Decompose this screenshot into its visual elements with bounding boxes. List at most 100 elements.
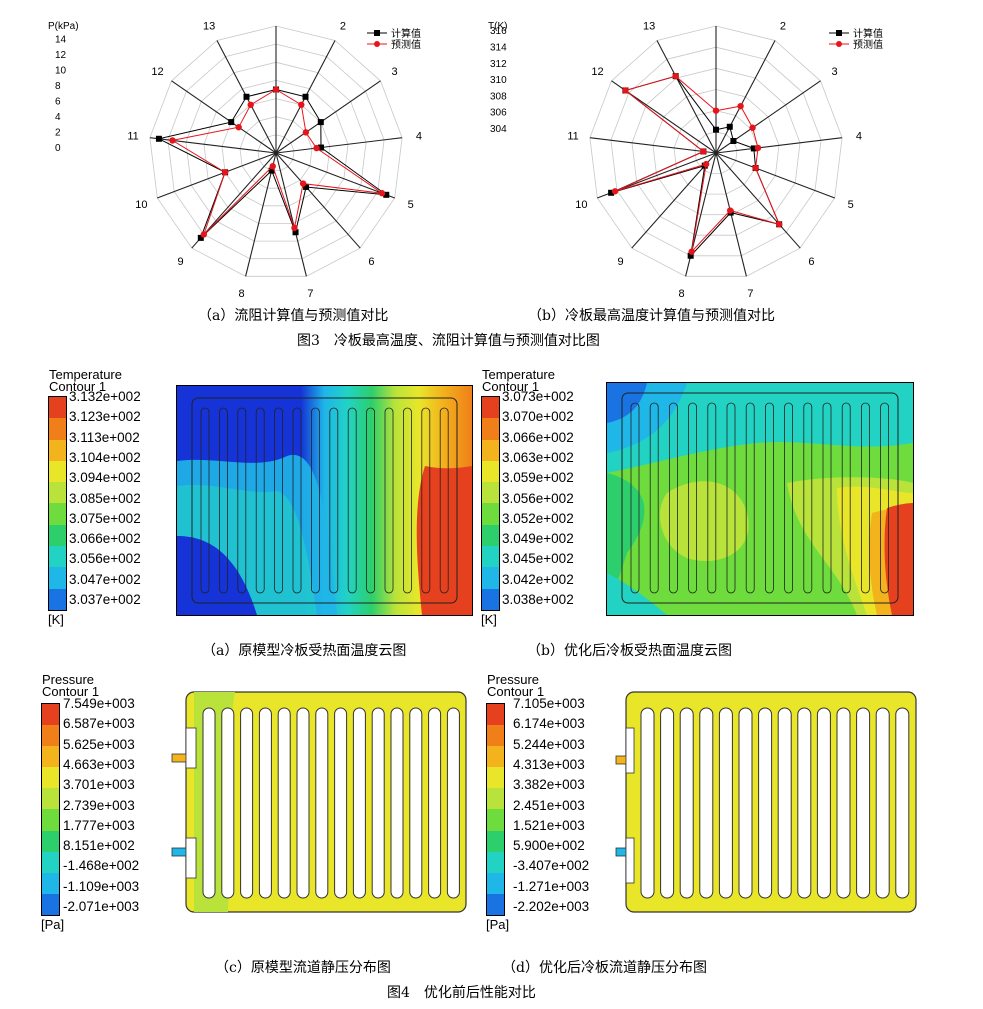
scale-band [482,439,499,461]
data-point-pred [313,144,320,152]
axis-label: 9 [177,256,183,268]
axis-label: 3 [831,66,837,78]
data-point-pred [700,148,707,155]
scale-tick-label: 1.521e+003 [513,817,585,833]
data-point-calc [303,183,310,190]
scale-band [42,893,59,915]
unit-label: [Pa] [41,917,65,932]
grid-ring [257,134,295,172]
channel-slot [219,407,228,594]
data-point-pred [754,144,762,152]
data-point-calc [318,144,325,151]
grid-ring [167,43,385,260]
scale-band [482,503,499,525]
scale-band [42,872,59,894]
data-point-pred [272,86,280,93]
radial-unit-label: T(K) [488,21,507,32]
channel-slot [822,402,832,594]
legend-marker [836,30,842,36]
channel-slot [880,402,890,594]
scale-tick-label: -2.071e+003 [63,899,140,914]
scale-band [482,567,499,589]
axis-spoke [631,152,717,249]
channel-slot [660,707,675,899]
data-point-pred [737,102,744,110]
temperature-contour-original [176,385,473,616]
channel-slot [310,407,320,594]
axis-spoke [275,137,403,154]
channel-slot [688,402,697,594]
axis-label: 1 [713,15,719,16]
axis-spoke [275,152,307,277]
axis-label: 12 [151,66,163,78]
axis-spoke [589,137,717,154]
scale-band [49,418,66,440]
channel-slot [409,707,423,899]
legend-title: Temperature [482,367,555,382]
scale-band [42,767,59,789]
channel-slot [329,407,339,594]
axis-spoke [157,152,277,199]
grid-ring [185,61,367,242]
unit-label: [K] [48,612,64,627]
data-point-calc [292,229,299,236]
scale-tick-label: 6.587e+003 [63,716,135,732]
data-point-pred [291,224,298,232]
axis-spoke [275,152,395,199]
axis-spoke [715,152,835,199]
channel-slot [384,407,394,594]
scale-band [482,418,499,440]
scale-tick-label: 3.056e+002 [69,551,141,567]
color-scale-bar [486,703,505,916]
scale-band [42,788,59,810]
scale-band [487,725,504,747]
radial-tick-label: 2 [55,128,61,139]
radial-tick-label: 314 [490,43,507,54]
scale-tick-label: 4.663e+003 [63,756,135,772]
channel-slot [315,707,329,899]
radial-tick-label: 306 [490,108,507,119]
legend-marker [374,30,380,36]
scale-tick-label: 2.739e+003 [63,797,135,813]
caption-fig4c: （c）原模型流道静压分布图 [215,960,391,976]
data-point-pred [235,124,242,131]
channel-slot [446,707,460,899]
channel-slot [856,707,871,899]
scale-band [49,439,66,461]
scale-band [482,588,499,610]
caption-fig3b: （b）冷板最高温度计算值与预测值对比 [528,308,775,324]
grid-ring [589,25,843,277]
scale-tick-label: 3.132e+002 [69,389,141,404]
radial-tick-label: 8 [55,81,61,92]
scale-tick-label: 3.070e+002 [502,409,574,425]
radial-tick-label: 6 [55,97,61,108]
channel-slot [649,402,659,594]
data-point-calc [155,135,162,142]
axis-label: 7 [747,288,753,300]
scale-band [487,851,504,873]
color-scale-bar [481,396,500,611]
grid-ring [673,110,759,195]
channel-slot [640,707,655,899]
axis-label: 11 [127,131,138,143]
channel-slot [334,707,348,899]
axis-label: 7 [307,288,313,300]
fig3-title: 图3 冷板最高温度、流阻计算值与预测值对比图 [297,333,600,349]
scale-band [49,588,66,610]
data-point-pred [622,87,629,94]
axis-label: 6 [368,256,374,268]
data-point-pred [726,207,734,214]
radial-tick-label: 312 [490,59,507,70]
scale-tick-label: 3.038e+002 [502,592,574,607]
channel-slot [875,707,890,899]
data-point-calc [228,119,235,126]
channel-slot [439,407,449,594]
data-point-calc [726,123,733,130]
channel-slot [428,707,442,899]
channel-slot [764,402,774,594]
legend-entry: 计算值 [853,27,883,40]
channel-slot [221,707,235,899]
scale-band [482,397,499,419]
axis-label: 10 [575,199,587,211]
channel-slot [860,402,870,594]
